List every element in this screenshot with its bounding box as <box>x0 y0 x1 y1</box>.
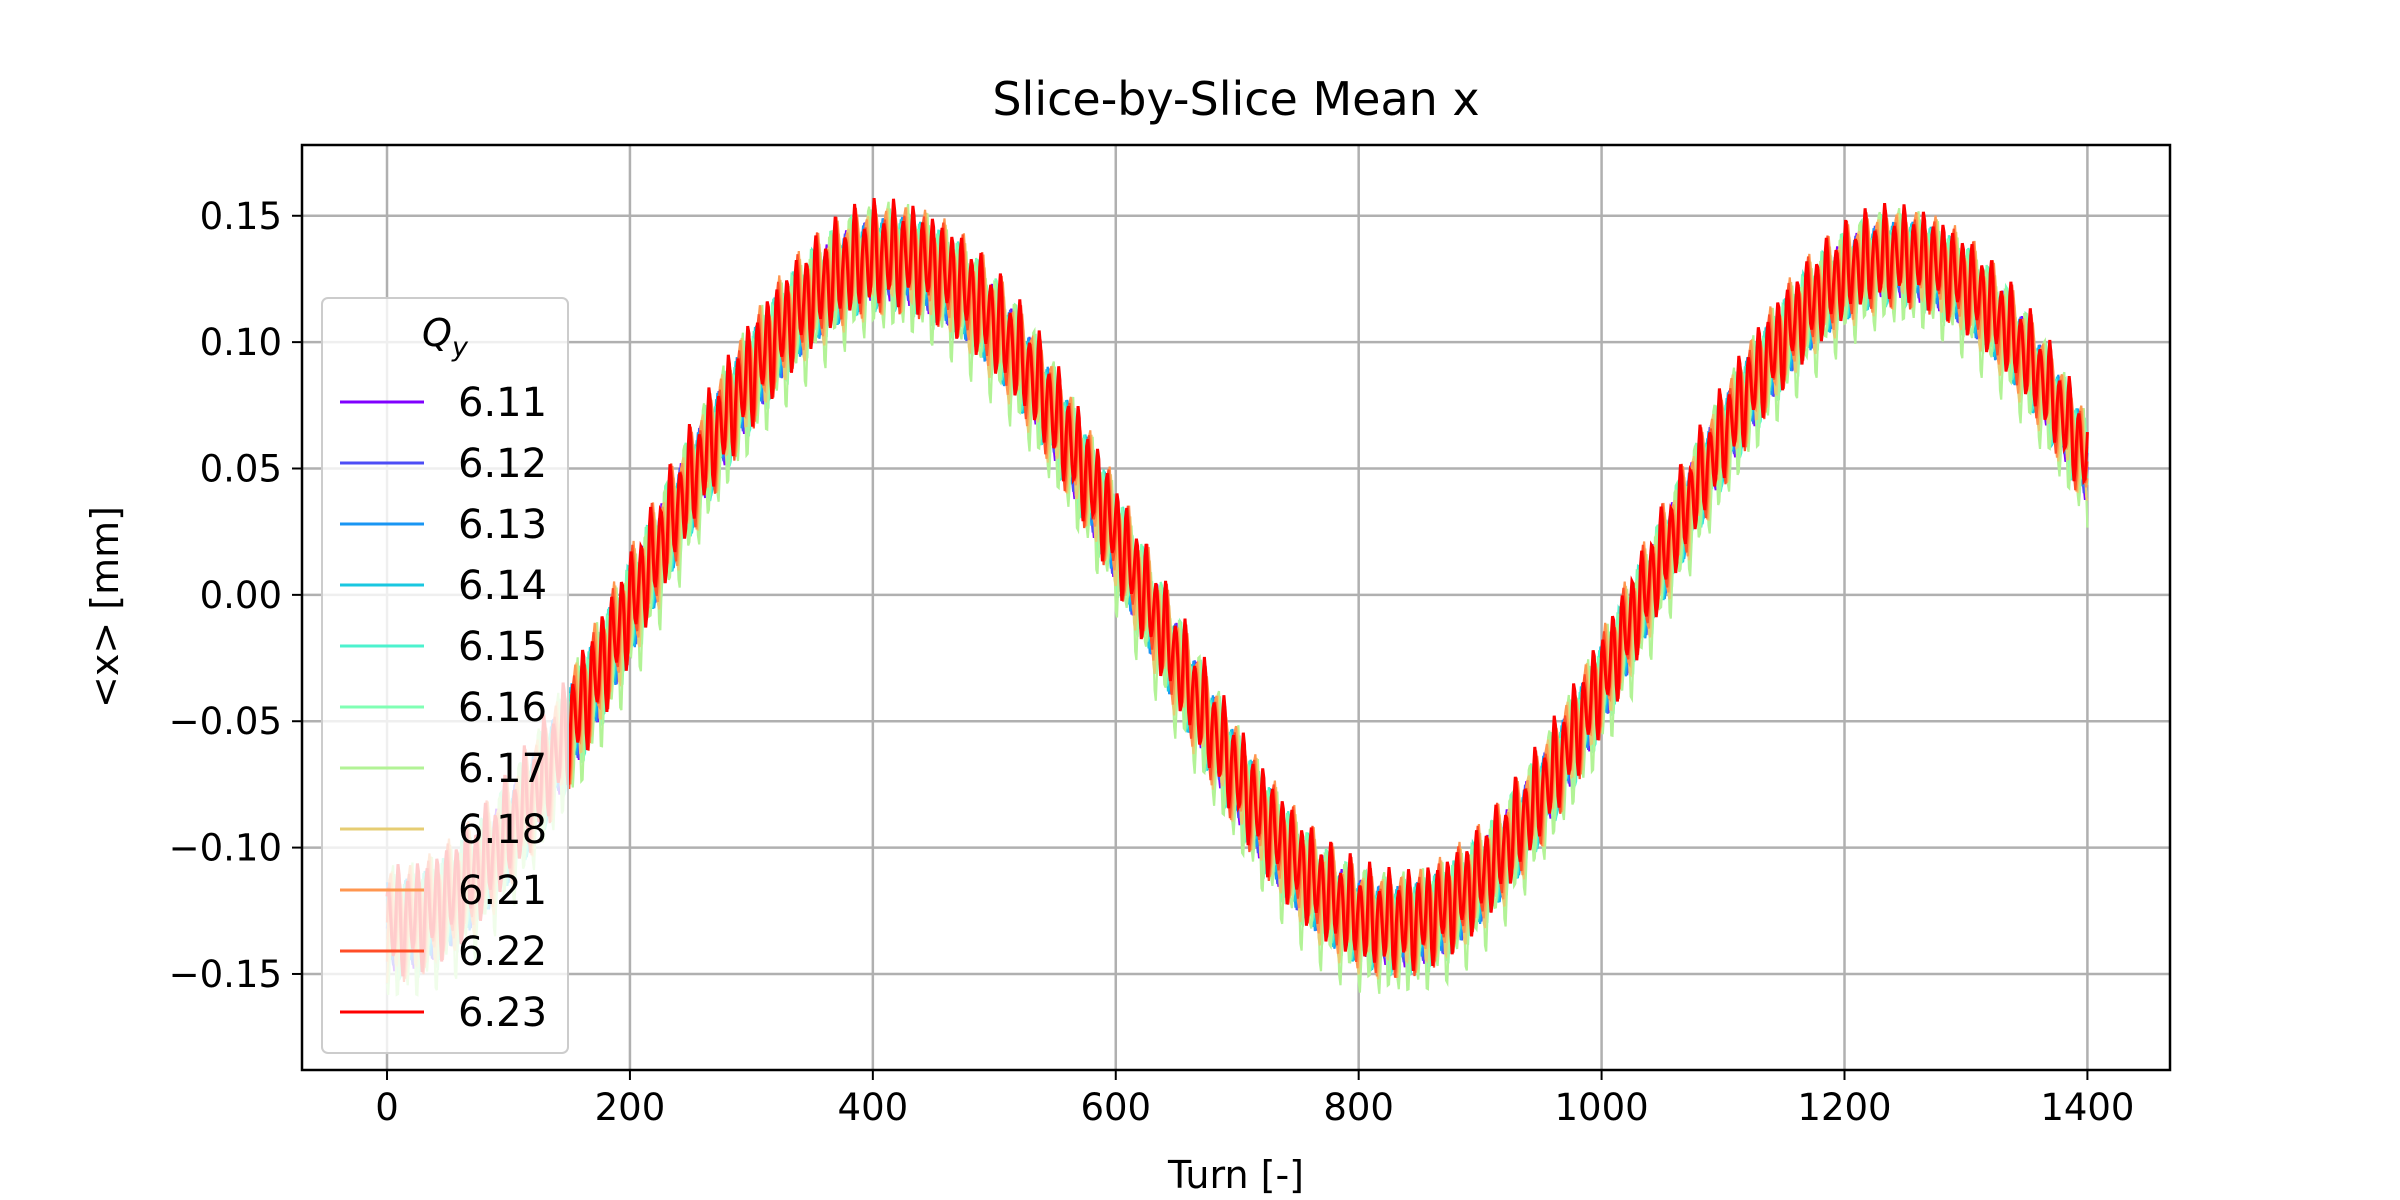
x-tick-label: 1200 <box>1797 1086 1891 1129</box>
legend-label-6.14: 6.14 <box>458 563 547 609</box>
x-tick-label: 400 <box>838 1086 909 1129</box>
x-axis-ticks: 0 200 400 600 800 1000 1200 1400 <box>375 1070 2134 1129</box>
y-tick-label: 0.00 <box>200 574 282 617</box>
legend: Qy 6.11 6.12 6.13 6.14 6.15 6.16 6.17 6.18 6.21 6.… <box>321 297 569 1054</box>
y-tick-label: 0.15 <box>200 195 282 238</box>
legend-label-6.17: 6.17 <box>458 746 547 792</box>
x-tick-label: 1000 <box>1554 1086 1648 1129</box>
y-tick-label: −0.15 <box>169 953 282 996</box>
chart-title: Slice-by-Slice Mean x <box>992 72 1479 126</box>
series-lines <box>385 197 2089 997</box>
y-tick-label: −0.10 <box>169 827 282 870</box>
x-axis-label: Turn [-] <box>1167 1153 1304 1197</box>
x-tick-label: 200 <box>595 1086 666 1129</box>
series-line-6.23 <box>385 197 2089 977</box>
legend-label-6.12: 6.12 <box>458 441 547 487</box>
y-axis-ticks: 0.15 0.10 0.05 0.00 −0.05 −0.10 −0.15 <box>169 195 302 996</box>
legend-label-6.21: 6.21 <box>458 868 547 914</box>
legend-label-6.23: 6.23 <box>458 990 547 1036</box>
legend-label-6.15: 6.15 <box>458 624 547 670</box>
y-tick-label: −0.05 <box>169 700 282 743</box>
legend-box <box>321 297 569 1054</box>
x-tick-label: 0 <box>375 1086 399 1129</box>
legend-label-6.13: 6.13 <box>458 502 547 548</box>
legend-title: Qy <box>422 311 469 363</box>
x-tick-label: 1400 <box>2040 1086 2134 1129</box>
plot-frame <box>300 143 2172 1072</box>
legend-label-6.11: 6.11 <box>458 380 547 426</box>
y-tick-label: 0.10 <box>200 321 282 364</box>
legend-label-6.22: 6.22 <box>458 929 547 975</box>
x-tick-label: 600 <box>1080 1086 1151 1129</box>
y-tick-label: 0.05 <box>200 447 282 490</box>
y-axis-label: <x> [mm] <box>83 506 127 708</box>
legend-label-6.16: 6.16 <box>458 685 547 731</box>
x-tick-label: 800 <box>1323 1086 1394 1129</box>
legend-label-6.18: 6.18 <box>458 807 547 853</box>
